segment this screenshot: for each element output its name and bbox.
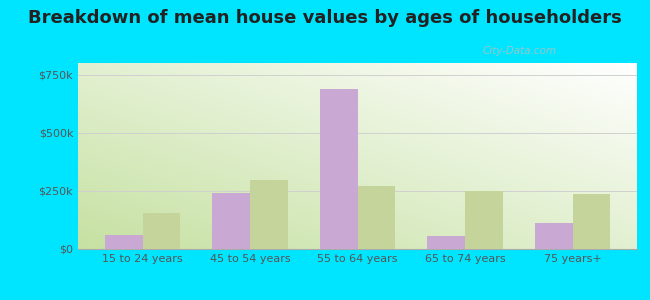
Bar [428, 236, 465, 249]
Bar [142, 213, 180, 249]
Bar [213, 193, 250, 249]
Bar [573, 194, 610, 249]
Bar [320, 88, 358, 249]
Bar [535, 224, 573, 249]
Bar [465, 191, 502, 249]
Text: City-Data.com: City-Data.com [483, 46, 557, 56]
Bar [250, 180, 287, 249]
Text: Breakdown of mean house values by ages of householders: Breakdown of mean house values by ages o… [28, 9, 622, 27]
Bar [358, 186, 395, 249]
Bar [105, 235, 142, 249]
